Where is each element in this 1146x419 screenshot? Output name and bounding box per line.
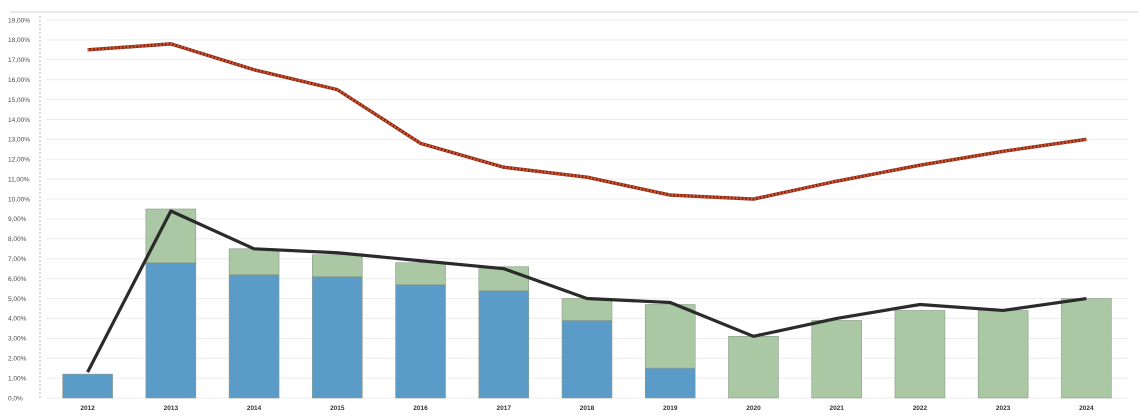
- bar-segment: [644, 304, 696, 369]
- gridlines: [46, 19, 1128, 399]
- y-tick-label: 11,00%: [8, 176, 30, 183]
- x-tick-label: 2023: [996, 405, 1011, 412]
- bar-segment: [145, 262, 197, 399]
- bar-segment: [1061, 298, 1112, 399]
- bar-segment: [62, 373, 113, 399]
- y-tick-label: 3,00%: [8, 336, 27, 343]
- x-tick-label: 2018: [580, 405, 595, 412]
- bar-segment: [145, 208, 197, 264]
- bar-segment: [644, 367, 696, 399]
- y-tick-label: 6,00%: [8, 276, 27, 283]
- bar-segment: [228, 274, 280, 399]
- y-tick-label: 18,00%: [8, 37, 30, 44]
- x-tick-label: 2012: [80, 405, 95, 412]
- bar-segment: [312, 276, 363, 399]
- bar-segment: [478, 290, 530, 399]
- y-tick-label: 19,00%: [8, 17, 30, 24]
- bar-segment: [728, 336, 779, 399]
- y-tick-label: 8,00%: [8, 236, 27, 243]
- bar-segment: [395, 284, 446, 399]
- bar-segment: [561, 320, 613, 399]
- dotted-series-line: [87, 42, 1087, 201]
- x-tick-label: 2022: [913, 405, 928, 412]
- y-tick-label: 2,00%: [8, 356, 27, 363]
- y-tick-label: 10,00%: [8, 196, 30, 203]
- y-tick-label: 4,00%: [8, 316, 27, 323]
- bar-segment: [312, 254, 363, 277]
- bars: [62, 208, 1112, 399]
- x-tick-label: 2019: [663, 405, 678, 412]
- bar-segment: [811, 320, 862, 399]
- bar-segment: [977, 310, 1029, 399]
- y-tick-label: 12,00%: [8, 157, 30, 164]
- x-tick-label: 2013: [164, 405, 179, 412]
- y-axis: 0,0% 1,00% 2,00% 3,00% 4,00% 5,00% 6,00% 7,00% 8…: [8, 11, 1138, 402]
- y-tick-label: 16,00%: [8, 77, 30, 84]
- y-tick-label: 9,00%: [8, 216, 27, 223]
- y-tick-label: 0,0%: [8, 395, 23, 402]
- x-tick-label: 2021: [829, 405, 844, 412]
- y-tick-label: 1,00%: [8, 375, 27, 382]
- y-tick-label: 14,00%: [8, 117, 30, 124]
- solid-series-line: [86, 209, 1087, 373]
- x-tick-label: 2017: [497, 405, 512, 412]
- lines: [86, 42, 1087, 373]
- bar-segment: [228, 248, 280, 275]
- x-tick-label: 2014: [247, 405, 262, 412]
- y-tick-label: 17,00%: [8, 57, 30, 64]
- x-axis-labels: 2012 2013 2014 2015 2016 2017 2018 2019 2020 2021…: [80, 405, 1094, 412]
- bar-segment: [395, 262, 446, 285]
- x-tick-label: 2020: [746, 405, 761, 412]
- y-tick-label: 13,00%: [8, 137, 30, 144]
- x-tick-label: 2016: [413, 405, 428, 412]
- bar-segment: [561, 298, 613, 321]
- x-tick-label: 2015: [330, 405, 345, 412]
- x-tick-label: 2024: [1079, 405, 1094, 412]
- y-tick-label: 7,00%: [8, 256, 27, 263]
- bar-segment: [894, 310, 946, 399]
- y-tick-label: 5,00%: [8, 296, 27, 303]
- y-tick-label: 15,00%: [8, 97, 30, 104]
